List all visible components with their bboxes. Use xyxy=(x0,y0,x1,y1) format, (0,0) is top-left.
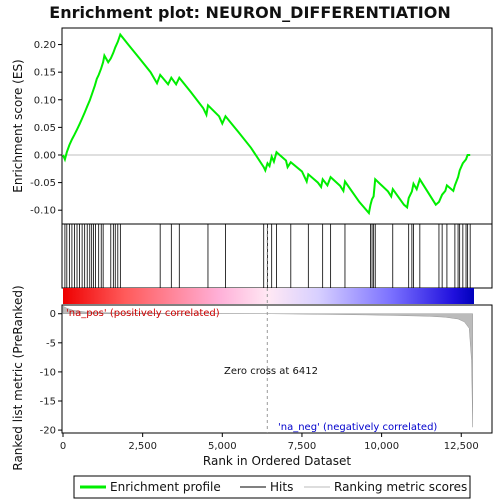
es-y-tick-label: 0.20 xyxy=(34,40,56,51)
x-tick-label: 2,500 xyxy=(128,441,157,452)
enrichment-profile-line xyxy=(62,32,471,216)
x-tick-label: 5,000 xyxy=(208,441,237,452)
es-y-tick-label: 0.05 xyxy=(34,123,56,134)
es-y-tick-label: 0.10 xyxy=(34,95,56,106)
es-panel-frame xyxy=(61,27,493,225)
metric-y-tick-label: -20 xyxy=(40,426,56,437)
es-y-tick-label: -0.10 xyxy=(30,206,56,217)
x-axis-title: Rank in Ordered Dataset xyxy=(203,454,351,468)
metric-y-tick-label: 0 xyxy=(50,309,56,320)
es-y-axis-title: Enrichment score (ES) xyxy=(11,59,25,192)
metric-y-tick-label: -5 xyxy=(46,338,56,349)
metric-y-axis-title: Ranked list metric (PreRanked) xyxy=(11,285,25,470)
x-axis: 0 2,500 5,000 7,500 10,000 12,500 xyxy=(60,433,479,452)
x-tick-label: 10,000 xyxy=(364,441,399,452)
pos-label: 'na_pos' (positively correlated) xyxy=(66,308,220,319)
metric-y-axis: 0 -5 -10 -15 -20 xyxy=(40,309,62,437)
legend-metric-label: Ranking metric scores xyxy=(334,480,467,494)
legend-box xyxy=(73,475,471,499)
neg-label: 'na_neg' (negatively correlated) xyxy=(278,422,437,433)
hits-panel-frame xyxy=(61,223,493,289)
es-y-tick-label: 0.00 xyxy=(34,150,56,161)
x-tick-label: 7,500 xyxy=(288,441,317,452)
x-tick-label: 12,500 xyxy=(444,441,479,452)
x-tick-label: 0 xyxy=(60,441,66,452)
metric-panel-frame xyxy=(61,304,493,434)
es-y-tick-label: -0.05 xyxy=(30,178,56,189)
rank-color-bar xyxy=(63,288,474,304)
es-y-axis: -0.10 -0.05 0.00 0.05 0.10 0.15 0.20 xyxy=(30,40,62,217)
chart-title: Enrichment plot: NEURON_DIFFERENTIATION xyxy=(49,3,450,22)
ranking-metric-area xyxy=(62,305,473,428)
metric-y-tick-label: -10 xyxy=(40,367,56,378)
zero-cross-label: Zero cross at 6412 xyxy=(224,366,318,377)
legend-hits-label: Hits xyxy=(270,480,293,494)
metric-y-tick-label: -15 xyxy=(40,397,56,408)
es-y-tick-label: 0.15 xyxy=(34,68,56,79)
hits-layer xyxy=(64,224,471,288)
legend-es-label: Enrichment profile xyxy=(110,480,221,494)
